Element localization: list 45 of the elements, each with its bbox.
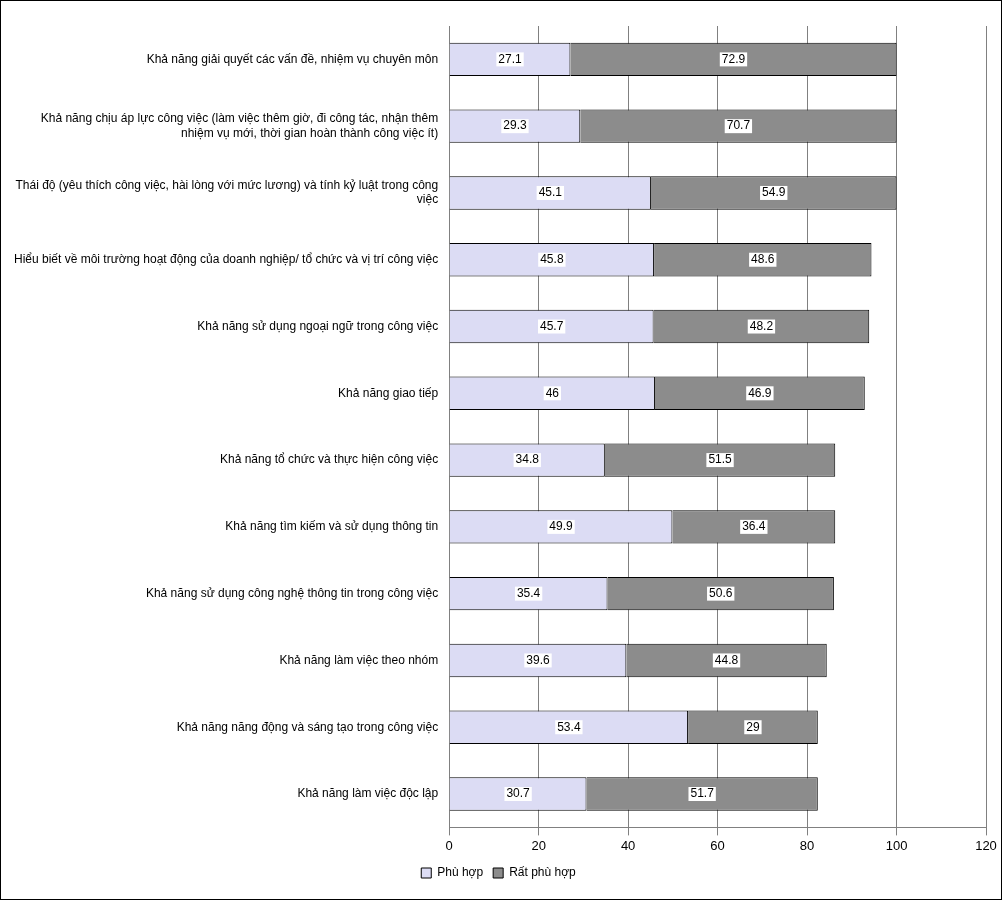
data-label: 30.7 bbox=[506, 786, 531, 801]
data-label: 50.6 bbox=[709, 585, 733, 600]
y-tick-label: Khả năng sử dụng ngoại ngữ trong công việc bbox=[197, 318, 439, 333]
data-label: 35.4 bbox=[516, 585, 541, 600]
y-tick-label: Khả năng tìm kiếm và sử dụng thông tin bbox=[225, 519, 439, 534]
y-tick-label: Khả năng làm việc độc lập bbox=[297, 786, 439, 801]
data-label: 51.7 bbox=[690, 786, 715, 801]
data-label: 48.6 bbox=[751, 252, 775, 267]
data-label: 29 bbox=[746, 719, 760, 734]
x-tick-label: 20 bbox=[531, 837, 546, 853]
data-label: 49.9 bbox=[549, 519, 574, 534]
x-tick-label: 80 bbox=[799, 837, 815, 853]
data-label: 70.7 bbox=[726, 118, 751, 133]
data-label: 54.9 bbox=[762, 185, 786, 200]
y-tick-label: Khả năng giải quyết các vấn đề, nhiệm vụ chuyên môn bbox=[146, 51, 439, 66]
legend-label: Rất phù hợp bbox=[509, 865, 577, 880]
data-label: 36.4 bbox=[742, 519, 766, 534]
x-tick-label: 100 bbox=[885, 837, 908, 853]
x-tick-label: 40 bbox=[620, 837, 636, 853]
data-label: 45.8 bbox=[540, 252, 564, 267]
data-label: 45.1 bbox=[538, 185, 563, 200]
x-tick-label: 120 bbox=[975, 837, 997, 853]
data-label: 39.6 bbox=[526, 652, 551, 667]
data-label: 34.8 bbox=[515, 452, 540, 467]
y-tick-label: Khả năng chịu áp lực công việc (làm việc thêm giờ, đi công tác, nhận thêm nhiệm vụ mới, thời gian hoàn thành công việc ít) bbox=[40, 111, 439, 140]
y-tick-label: Khả năng năng động và sáng tạo trong công việc bbox=[176, 719, 439, 734]
data-label: 51.5 bbox=[708, 452, 733, 467]
y-tick-label: Thái độ (yêu thích công việc, hài lòng với mức lương) và tính kỷ luật trong công việc bbox=[15, 178, 439, 207]
y-tick-label: Khả năng giao tiếp bbox=[338, 385, 439, 400]
data-label: 45.7 bbox=[539, 318, 564, 333]
data-label: 44.8 bbox=[714, 652, 739, 667]
data-label: 48.2 bbox=[749, 318, 774, 333]
data-label: 46.9 bbox=[748, 385, 772, 400]
y-tick-label: Hiểu biết về môi trường hoạt động của doanh nghiệp/ tổ chức và vị trí công việc bbox=[13, 252, 439, 267]
x-tick-label: 0 bbox=[445, 837, 453, 853]
data-label: 72.9 bbox=[721, 51, 746, 66]
y-tick-label: Khả năng tổ chức và thực hiện công việc bbox=[219, 452, 439, 467]
data-label: 46 bbox=[545, 385, 560, 400]
data-label: 29.3 bbox=[503, 118, 527, 133]
data-label: 53.4 bbox=[557, 719, 581, 734]
legend-label: Phù hợp bbox=[437, 865, 484, 880]
y-tick-label: Khả năng làm việc theo nhóm bbox=[279, 652, 439, 667]
y-tick-label: Khả năng sử dụng công nghệ thông tin trong công việc bbox=[145, 585, 439, 600]
data-label: 27.1 bbox=[498, 51, 523, 66]
x-tick-label: 60 bbox=[710, 837, 725, 853]
